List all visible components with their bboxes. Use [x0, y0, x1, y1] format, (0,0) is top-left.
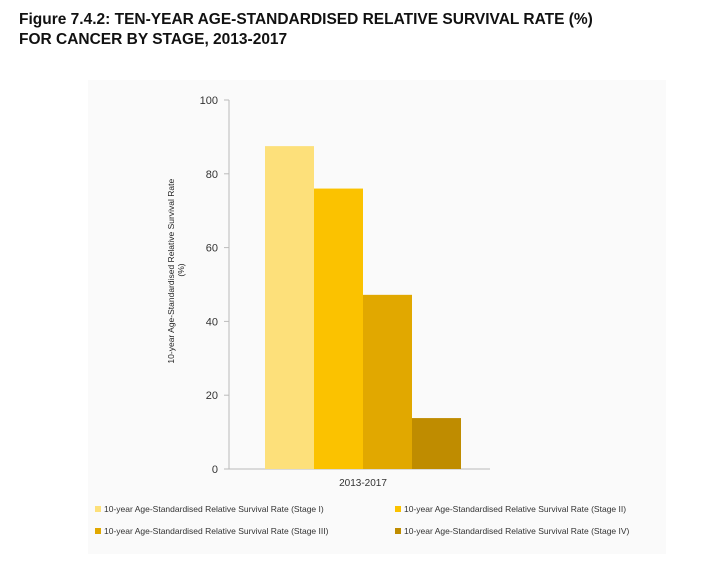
- bar-group: [265, 146, 461, 469]
- legend-swatch: [95, 506, 101, 512]
- y-axis-label-line-1: 10-year Age-Standardised Relative Surviv…: [166, 179, 176, 364]
- legend-label: 10-year Age-Standardised Relative Surviv…: [404, 526, 630, 536]
- legend-item-stage-4: 10-year Age-Standardised Relative Surviv…: [395, 526, 665, 536]
- y-tick-label: 20: [206, 390, 218, 402]
- legend-item-stage-1: 10-year Age-Standardised Relative Surviv…: [95, 504, 395, 514]
- legend-label: 10-year Age-Standardised Relative Surviv…: [404, 504, 627, 514]
- y-tick-label: 80: [206, 169, 218, 181]
- x-tick-label: 2013-2017: [339, 478, 387, 489]
- y-tick-label: 40: [206, 316, 218, 328]
- chart-title-line-2: FOR CANCER BY STAGE, 2013-2017: [19, 31, 288, 48]
- bar-stage-1: [265, 146, 314, 469]
- chart-title: Figure 7.4.2: TEN-YEAR AGE-STANDARDISED …: [19, 10, 709, 50]
- y-tick-label: 60: [206, 243, 218, 255]
- legend-label: 10-year Age-Standardised Relative Surviv…: [104, 504, 324, 514]
- chart-title-line-1: Figure 7.4.2: TEN-YEAR AGE-STANDARDISED …: [19, 11, 593, 28]
- x-axis-ticks: 2013-2017: [339, 478, 387, 489]
- legend-swatch: [395, 528, 401, 534]
- y-tick-label: 0: [212, 464, 218, 476]
- legend-swatch: [395, 506, 401, 512]
- legend-item-stage-2: 10-year Age-Standardised Relative Surviv…: [395, 504, 665, 514]
- chart-legend: 10-year Age-Standardised Relative Surviv…: [95, 504, 665, 536]
- y-axis-label-line-2: (%): [176, 263, 186, 276]
- legend-item-stage-3: 10-year Age-Standardised Relative Surviv…: [95, 526, 395, 536]
- bar-stage-4: [412, 418, 461, 469]
- y-axis-label: 10-year Age-Standardised Relative Surviv…: [166, 176, 186, 363]
- legend-swatch: [95, 528, 101, 534]
- bar-stage-2: [314, 188, 363, 469]
- bar-stage-3: [363, 294, 412, 469]
- y-axis-ticks: 0 20 40 60 80 100: [200, 95, 229, 476]
- legend-label: 10-year Age-Standardised Relative Surviv…: [104, 526, 329, 536]
- y-tick-label: 100: [200, 95, 218, 107]
